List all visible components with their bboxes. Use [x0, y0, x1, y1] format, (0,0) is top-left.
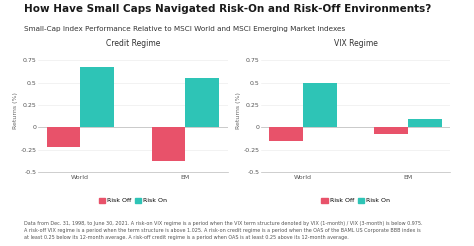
- Bar: [80, 67, 114, 127]
- Y-axis label: Returns (%): Returns (%): [236, 92, 241, 129]
- Bar: [46, 127, 80, 147]
- Bar: [303, 83, 337, 127]
- Text: Data from Dec. 31, 1998, to June 30, 2021. A risk-on VIX regime is a period when: Data from Dec. 31, 1998, to June 30, 202…: [24, 221, 422, 240]
- Text: Small-Cap Index Performance Relative to MSCI World and MSCI Emerging Market Inde: Small-Cap Index Performance Relative to …: [24, 26, 345, 32]
- Title: Credit Regime: Credit Regime: [106, 39, 160, 48]
- Legend: Risk Off, Risk On: Risk Off, Risk On: [96, 195, 169, 206]
- Bar: [374, 127, 408, 134]
- Y-axis label: Returns (%): Returns (%): [13, 92, 18, 129]
- Bar: [152, 127, 185, 161]
- Title: VIX Regime: VIX Regime: [334, 39, 377, 48]
- Bar: [408, 119, 442, 127]
- Bar: [269, 127, 303, 141]
- Bar: [185, 78, 219, 127]
- Text: How Have Small Caps Navigated Risk-On and Risk-Off Environments?: How Have Small Caps Navigated Risk-On an…: [24, 4, 431, 14]
- Legend: Risk Off, Risk On: Risk Off, Risk On: [319, 195, 392, 206]
